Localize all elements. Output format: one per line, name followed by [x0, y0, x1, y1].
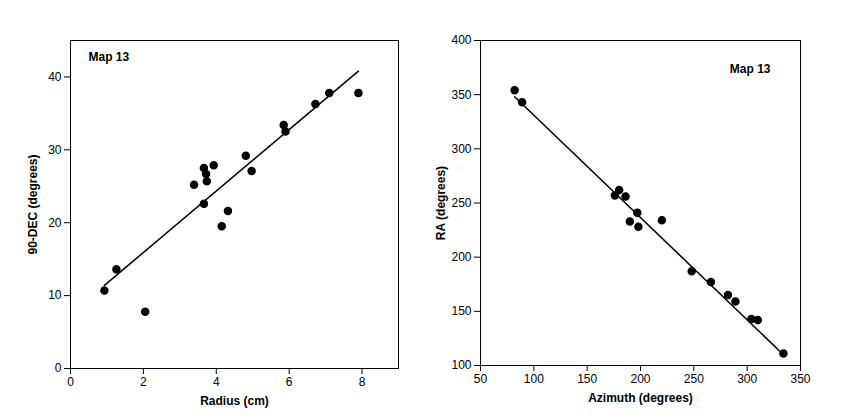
svg-text:Azimuth (degrees): Azimuth (degrees): [588, 391, 693, 405]
svg-text:50: 50: [474, 372, 488, 386]
svg-text:2: 2: [140, 375, 147, 389]
svg-text:350: 350: [790, 372, 810, 386]
svg-text:6: 6: [286, 375, 293, 389]
svg-text:0: 0: [67, 375, 74, 389]
svg-text:250: 250: [684, 372, 704, 386]
svg-text:300: 300: [737, 372, 757, 386]
svg-text:0: 0: [55, 361, 62, 375]
svg-text:100: 100: [451, 358, 471, 372]
svg-text:150: 150: [451, 304, 471, 318]
svg-text:200: 200: [451, 250, 471, 264]
svg-text:Radius (cm): Radius (cm): [200, 394, 269, 408]
svg-text:350: 350: [451, 88, 471, 102]
svg-text:100: 100: [524, 372, 544, 386]
svg-text:Map 13: Map 13: [730, 62, 771, 76]
svg-text:150: 150: [577, 372, 597, 386]
svg-text:20: 20: [48, 216, 62, 230]
svg-text:30: 30: [48, 143, 62, 157]
svg-text:90-DEC (degrees): 90-DEC (degrees): [26, 154, 40, 254]
svg-text:200: 200: [630, 372, 650, 386]
svg-text:300: 300: [451, 142, 471, 156]
svg-text:40: 40: [48, 70, 62, 84]
svg-text:10: 10: [48, 288, 62, 302]
svg-text:4: 4: [213, 375, 220, 389]
svg-text:RA (degrees): RA (degrees): [434, 166, 448, 240]
svg-text:250: 250: [451, 196, 471, 210]
svg-text:Map 13: Map 13: [89, 50, 130, 64]
svg-text:400: 400: [451, 33, 471, 47]
svg-text:8: 8: [359, 375, 366, 389]
